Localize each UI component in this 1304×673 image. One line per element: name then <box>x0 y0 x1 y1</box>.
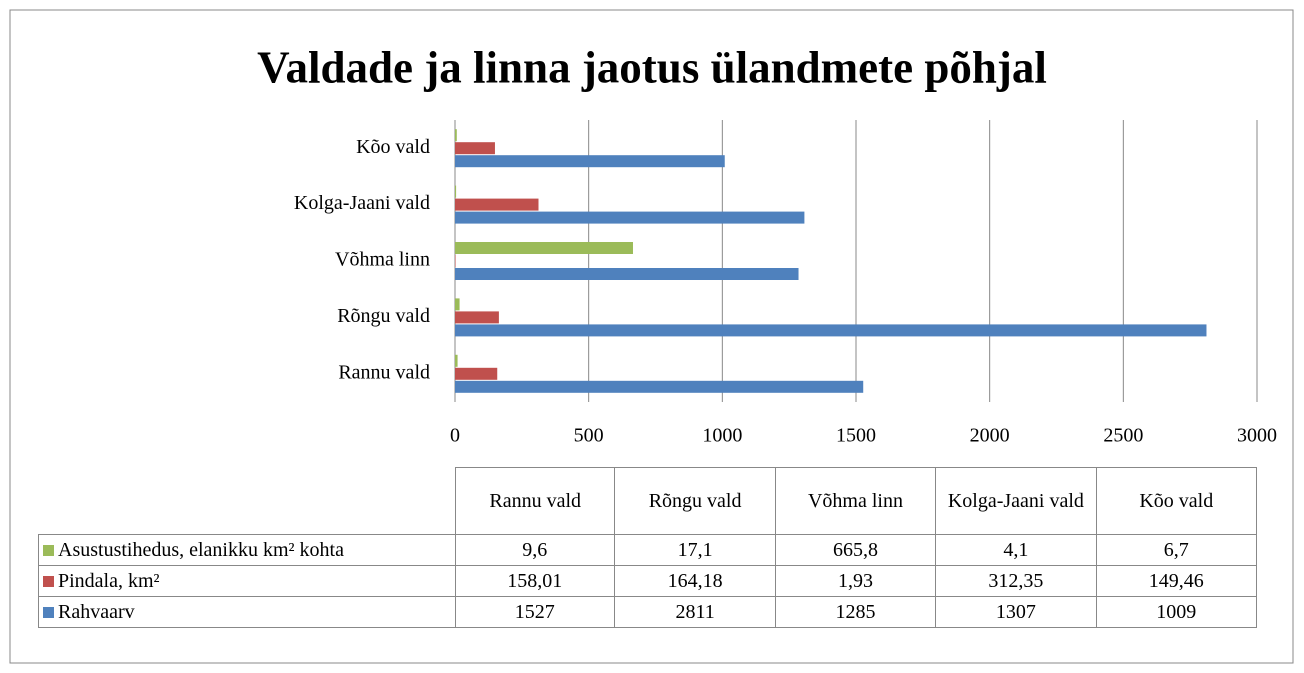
bar <box>455 380 864 393</box>
legend-label: Pindala, km² <box>58 570 160 592</box>
y-tick-label: Rannu vald <box>338 361 430 383</box>
bar <box>455 367 498 380</box>
x-tick-label: 0 <box>450 425 460 447</box>
table-cell: 1285 <box>775 597 937 628</box>
table-cell: 1527 <box>455 597 616 628</box>
x-tick-label: 2000 <box>970 425 1010 447</box>
legend-swatch <box>43 575 54 587</box>
table-top <box>455 467 1257 468</box>
bar <box>455 324 1207 337</box>
legend-swatch <box>43 606 54 618</box>
table-cell: 1009 <box>1096 597 1257 628</box>
table-cell: 312,35 <box>936 566 1097 597</box>
table-cell: 4,1 <box>936 535 1097 566</box>
table-header: Kõo vald <box>1096 467 1257 535</box>
y-tick-label: Kolga-Jaani vald <box>294 192 430 214</box>
table-cell: 1,93 <box>775 566 937 597</box>
table-cell: 164,18 <box>615 566 776 597</box>
bar <box>455 311 499 324</box>
table-cell: 2811 <box>615 597 776 628</box>
legend-label: Asustustihedus, elanikku km² kohta <box>58 539 344 561</box>
y-tick-label: Võhma linn <box>335 249 430 271</box>
table-cell: 158,01 <box>455 566 616 597</box>
bar <box>455 354 458 367</box>
legend-label: Rahvaarv <box>58 601 135 623</box>
y-tick-label: Rõngu vald <box>337 305 430 327</box>
table-cell: 17,1 <box>615 535 776 566</box>
bar <box>455 129 457 142</box>
bar <box>455 242 633 254</box>
table-cell: 665,8 <box>775 535 937 566</box>
legend-swatch <box>43 544 54 556</box>
x-tick-label: 1000 <box>702 425 742 447</box>
table-cell: 1307 <box>936 597 1097 628</box>
bar <box>455 142 495 155</box>
table-cell: 6,7 <box>1096 535 1257 566</box>
table-header: Kolga-Jaani vald <box>936 467 1097 535</box>
legend-entry: Rahvaarv <box>38 597 456 628</box>
bar <box>455 198 539 211</box>
table-cell: 9,6 <box>455 535 616 566</box>
y-tick-label: Kõo vald <box>356 136 430 158</box>
bar <box>455 255 456 267</box>
x-tick-label: 3000 <box>1237 425 1277 447</box>
chart-title: Valdade ja linna jaotus ülandmete põhjal <box>257 42 1047 92</box>
legend-entry: Asustustihedus, elanikku km² kohta <box>38 535 456 566</box>
table-rule <box>38 534 455 535</box>
x-tick-label: 1500 <box>836 425 876 447</box>
table-header: Rõngu vald <box>615 467 776 535</box>
x-tick-label: 500 <box>574 425 604 447</box>
chart-border <box>9 9 1294 664</box>
table-header: Võhma linn <box>775 467 937 535</box>
bar <box>455 185 457 198</box>
bar <box>455 298 460 311</box>
bar <box>455 211 805 224</box>
x-tick-label: 2500 <box>1103 425 1143 447</box>
table-header: Rannu vald <box>455 467 616 535</box>
bar <box>455 155 725 168</box>
legend-entry: Pindala, km² <box>38 566 456 597</box>
table-cell: 149,46 <box>1096 566 1257 597</box>
bar <box>455 268 799 280</box>
